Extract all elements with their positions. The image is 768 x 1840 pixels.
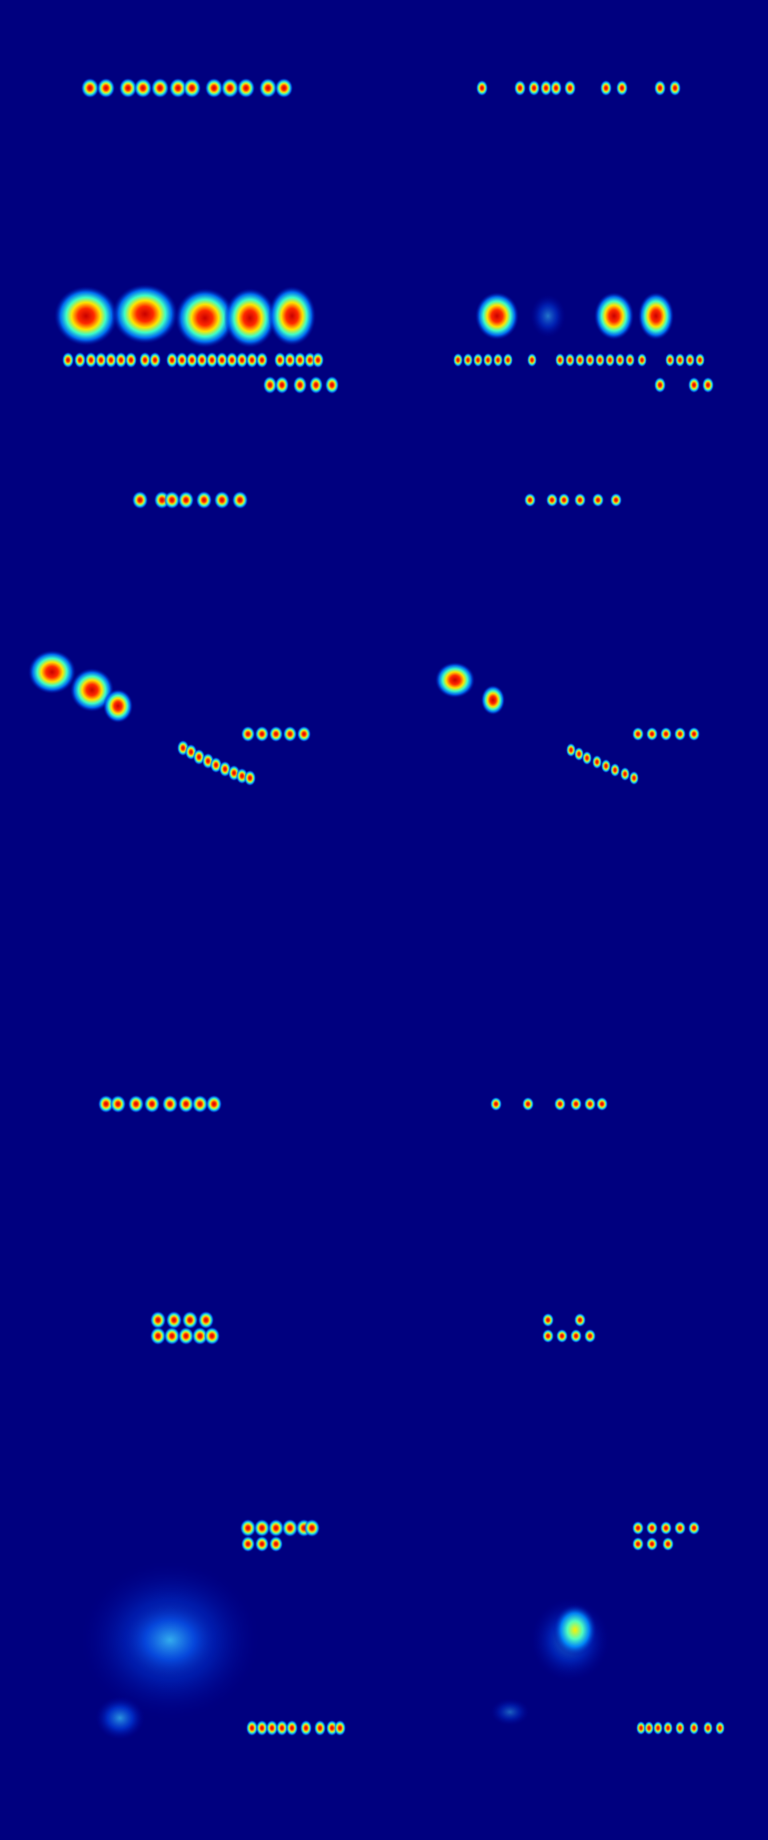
attention-heatmap-image — [0, 0, 768, 1840]
